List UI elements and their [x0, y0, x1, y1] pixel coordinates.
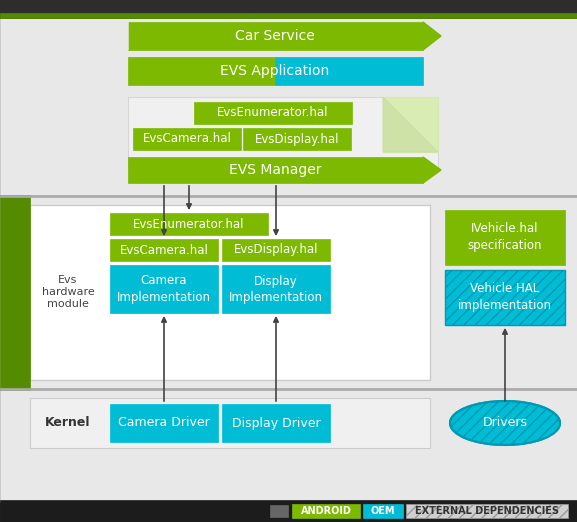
Text: EvsEnumerator.hal: EvsEnumerator.hal — [133, 218, 245, 231]
Bar — [406, 504, 568, 518]
Ellipse shape — [450, 401, 560, 445]
Text: Display Driver: Display Driver — [232, 417, 320, 430]
Polygon shape — [423, 157, 441, 183]
Text: Display
Implementation: Display Implementation — [229, 275, 323, 303]
Text: Camera
Implementation: Camera Implementation — [117, 275, 211, 303]
Text: Vehicle HAL
implementation: Vehicle HAL implementation — [458, 282, 552, 312]
Polygon shape — [110, 22, 128, 50]
Bar — [128, 97, 438, 172]
Bar — [30, 205, 430, 380]
Text: EvsEnumerator.hal: EvsEnumerator.hal — [218, 106, 329, 120]
Bar — [222, 404, 330, 442]
Text: EvsCamera.hal: EvsCamera.hal — [119, 243, 208, 256]
Bar — [0, 195, 577, 197]
Bar — [110, 265, 218, 313]
Bar — [110, 239, 218, 261]
Bar — [194, 102, 352, 124]
Polygon shape — [383, 97, 438, 152]
Text: Evs
hardware
module: Evs hardware module — [42, 275, 95, 310]
Bar — [30, 398, 430, 448]
Text: Kernel: Kernel — [45, 417, 91, 430]
Polygon shape — [423, 22, 441, 50]
Bar — [0, 0, 577, 18]
Bar — [445, 210, 565, 265]
Bar — [110, 213, 268, 235]
Bar — [128, 157, 423, 183]
Bar — [128, 57, 275, 85]
Text: ANDROID: ANDROID — [301, 506, 351, 516]
Polygon shape — [383, 97, 438, 152]
Text: EVS Manager: EVS Manager — [228, 163, 321, 177]
Text: EvsCamera.hal: EvsCamera.hal — [143, 133, 231, 146]
Bar — [0, 388, 577, 390]
Bar — [275, 57, 423, 85]
Text: OEM: OEM — [371, 506, 395, 516]
Bar — [0, 500, 577, 522]
Text: Drivers: Drivers — [482, 417, 527, 430]
Text: EvsDisplay.hal: EvsDisplay.hal — [234, 243, 319, 256]
Text: Car Service: Car Service — [235, 29, 315, 43]
Bar — [243, 128, 351, 150]
Text: EvsDisplay.hal: EvsDisplay.hal — [255, 133, 339, 146]
Bar — [0, 195, 30, 390]
Bar — [292, 504, 360, 518]
Bar — [363, 504, 403, 518]
Bar — [128, 22, 423, 50]
Text: IVehicle.hal
specification: IVehicle.hal specification — [468, 222, 542, 252]
Text: EVS Application: EVS Application — [220, 64, 329, 78]
Text: EXTERNAL DEPENDENCIES: EXTERNAL DEPENDENCIES — [415, 506, 559, 516]
Bar — [445, 270, 565, 325]
Bar — [110, 404, 218, 442]
Bar — [222, 239, 330, 261]
Bar — [270, 505, 288, 517]
Bar — [222, 265, 330, 313]
Bar — [133, 128, 241, 150]
Text: Camera Driver: Camera Driver — [118, 417, 210, 430]
Bar — [0, 13, 577, 18]
